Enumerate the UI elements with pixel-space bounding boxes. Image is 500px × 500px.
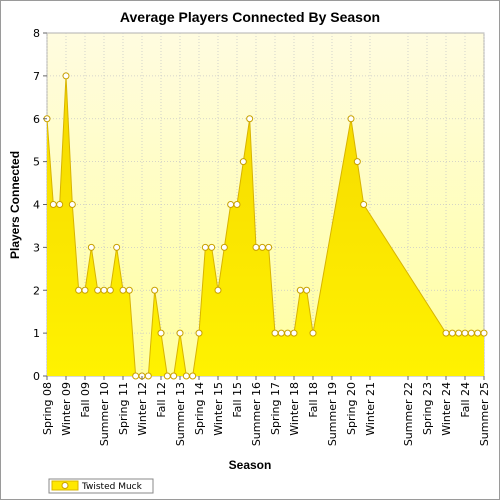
- data-point: [68, 201, 76, 208]
- data-point: [214, 286, 222, 294]
- data-point: [296, 286, 304, 294]
- data-point: [119, 286, 127, 294]
- y-tick-label: 5: [33, 156, 40, 169]
- legend-marker: [61, 482, 69, 489]
- data-point: [189, 372, 197, 380]
- x-tick-label: Spring 23: [421, 382, 434, 435]
- x-tick-label: Spring 20: [345, 382, 358, 435]
- data-point: [347, 115, 355, 123]
- data-point: [163, 372, 171, 380]
- x-tick-label: Winter 09: [60, 382, 73, 436]
- x-tick-label: Summer 16: [250, 382, 263, 446]
- x-tick-label: Summer 13: [174, 382, 187, 446]
- x-tick-label: Spring 08: [41, 382, 54, 435]
- x-tick-label: Fall 12: [155, 382, 168, 418]
- data-point: [284, 329, 292, 337]
- data-point: [208, 243, 216, 251]
- x-tick-label: Winter 18: [288, 382, 301, 436]
- data-point: [448, 329, 456, 337]
- data-point: [233, 201, 241, 208]
- x-tick-label: Summer 19: [326, 382, 339, 446]
- data-point: [442, 329, 450, 337]
- legend-label: Twisted Muck: [81, 482, 143, 492]
- data-point: [176, 329, 184, 337]
- data-point: [100, 286, 108, 294]
- y-tick-label: 4: [33, 199, 40, 212]
- legend: Twisted Muck: [48, 478, 154, 494]
- y-tick-label: 7: [33, 70, 40, 83]
- data-point: [480, 329, 488, 337]
- data-point: [49, 201, 57, 208]
- x-tick-label: Winter 15: [212, 382, 225, 436]
- chart-title: Average Players Connected By Season: [120, 9, 380, 25]
- data-point: [467, 329, 475, 337]
- data-point: [157, 329, 165, 337]
- x-tick-label: Spring 17: [269, 382, 282, 435]
- x-tick-label: Winter 12: [136, 382, 149, 436]
- y-tick-label: 8: [33, 27, 40, 40]
- data-point: [62, 72, 70, 80]
- data-point: [227, 201, 235, 208]
- data-point: [303, 286, 311, 294]
- data-point: [144, 372, 152, 380]
- data-point: [132, 372, 140, 380]
- data-point: [113, 243, 121, 251]
- x-tick-label: Spring 11: [117, 382, 130, 435]
- y-axis-title: Players Connected: [8, 151, 22, 259]
- y-tick-label: 6: [33, 113, 40, 126]
- data-point: [56, 201, 64, 208]
- x-tick-label: Fall 24: [459, 382, 472, 418]
- data-point: [290, 329, 298, 337]
- y-tick-label: 2: [33, 284, 40, 297]
- data-point: [265, 243, 273, 251]
- x-tick-label: Fall 18: [307, 382, 320, 418]
- data-point: [353, 158, 361, 166]
- data-point: [360, 201, 368, 208]
- data-point: [151, 286, 159, 294]
- data-point: [94, 286, 102, 294]
- x-tick-label: Summer 10: [98, 382, 111, 446]
- y-tick-label: 3: [33, 241, 40, 254]
- data-point: [81, 286, 89, 294]
- y-tick-label: 0: [33, 370, 40, 383]
- data-point: [309, 329, 317, 337]
- data-point: [170, 372, 178, 380]
- data-point: [125, 286, 133, 294]
- y-axis-ticks: 0 1 2 3 4 5 6 7 8: [33, 27, 47, 383]
- x-axis-ticks: Spring 08 Winter 09 Fall 09 Summer 10 Spring…: [41, 376, 491, 446]
- data-point: [220, 243, 228, 251]
- data-point: [246, 115, 254, 123]
- data-point: [455, 329, 463, 337]
- data-point: [195, 329, 203, 337]
- x-tick-label: Spring 14: [193, 382, 206, 435]
- data-point: [201, 243, 209, 251]
- x-tick-label: Summer 25: [478, 382, 491, 446]
- data-point: [252, 243, 260, 251]
- data-point: [461, 329, 469, 337]
- x-axis-title: Season: [229, 458, 272, 472]
- data-point: [258, 243, 266, 251]
- x-tick-label: Winter 21: [364, 382, 377, 436]
- data-point: [239, 158, 247, 166]
- x-tick-label: Fall 09: [79, 382, 92, 418]
- x-tick-label: Fall 15: [231, 382, 244, 418]
- data-point: [75, 286, 83, 294]
- data-point: [271, 329, 279, 337]
- data-point: [106, 286, 114, 294]
- data-point: [474, 329, 482, 337]
- data-point: [277, 329, 285, 337]
- x-tick-label: Winter 24: [440, 382, 453, 436]
- x-tick-label: Summer 22: [402, 382, 415, 446]
- data-point: [87, 243, 95, 251]
- series-markers: [43, 72, 488, 380]
- y-tick-label: 1: [33, 327, 40, 340]
- data-point: [182, 372, 190, 380]
